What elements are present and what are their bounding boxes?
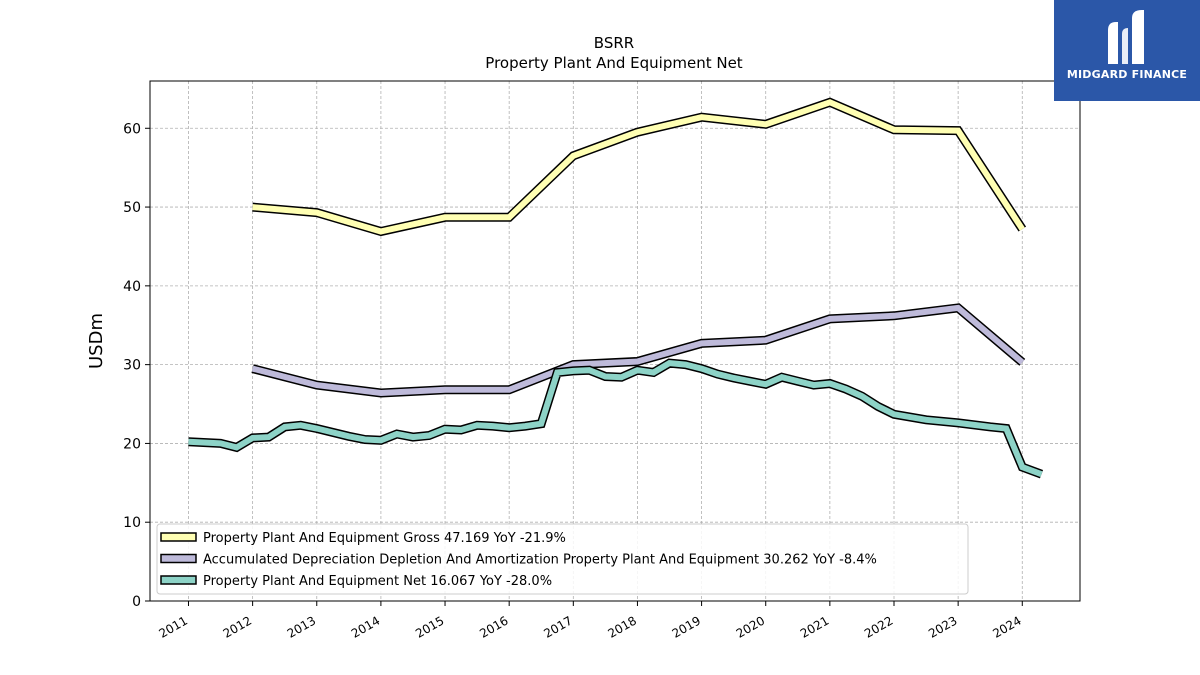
series-outline-2 xyxy=(251,303,1026,398)
x-tick-label: 2020 xyxy=(734,613,767,640)
chart-title: Property Plant And Equipment Net xyxy=(485,54,742,72)
legend-swatch xyxy=(160,553,197,564)
chart-ticker: BSRR xyxy=(594,34,634,52)
series-line-2 xyxy=(251,304,1025,397)
x-tick-label: 2023 xyxy=(926,613,959,640)
legend: Property Plant And Equipment Gross 47.16… xyxy=(156,523,969,595)
x-tick-label: 2012 xyxy=(221,613,254,640)
y-tick-label: 0 xyxy=(132,594,141,610)
logo-text: MIDGARD FINANCE xyxy=(1066,68,1188,81)
x-tick-label: 2013 xyxy=(285,613,318,640)
y-tick-label: 30 xyxy=(123,358,141,374)
y-tick-label: 40 xyxy=(123,279,141,295)
x-tick-label: 2017 xyxy=(541,613,574,640)
legend-swatch xyxy=(160,575,197,585)
y-tick-label: 50 xyxy=(123,200,141,216)
legend-entry: Property Plant And Equipment Gross 47.16… xyxy=(203,531,566,546)
plot-frame xyxy=(149,80,1081,602)
legend-entry: Accumulated Depreciation Depletion And A… xyxy=(203,553,877,568)
y-axis-label: USDm xyxy=(86,313,107,369)
x-tick-label: 2011 xyxy=(157,613,190,640)
x-tick-label: 2021 xyxy=(798,613,831,640)
x-tick-label: 2024 xyxy=(990,613,1023,640)
series-layer xyxy=(188,97,1044,479)
x-tick-label: 2022 xyxy=(862,613,895,640)
y-tick-label: 20 xyxy=(123,436,141,452)
y-tick-label: 10 xyxy=(123,515,141,531)
x-tick-label: 2018 xyxy=(605,613,638,640)
grid xyxy=(150,81,1080,602)
legend-box xyxy=(156,523,969,595)
logo-mark-icon xyxy=(1108,10,1144,64)
x-tick-label: 2016 xyxy=(477,613,510,640)
legend-swatch xyxy=(160,532,197,542)
x-tick-label: 2019 xyxy=(670,613,703,640)
y-tick-label: 60 xyxy=(123,121,141,137)
series-line-1 xyxy=(252,99,1025,235)
logo: MIDGARD FINANCE xyxy=(1054,0,1200,101)
x-tick-label: 2014 xyxy=(349,613,382,640)
legend-entry: Property Plant And Equipment Net 16.067 … xyxy=(203,574,552,589)
series-line-3 xyxy=(188,360,1043,478)
x-tick-label: 2015 xyxy=(413,613,446,640)
